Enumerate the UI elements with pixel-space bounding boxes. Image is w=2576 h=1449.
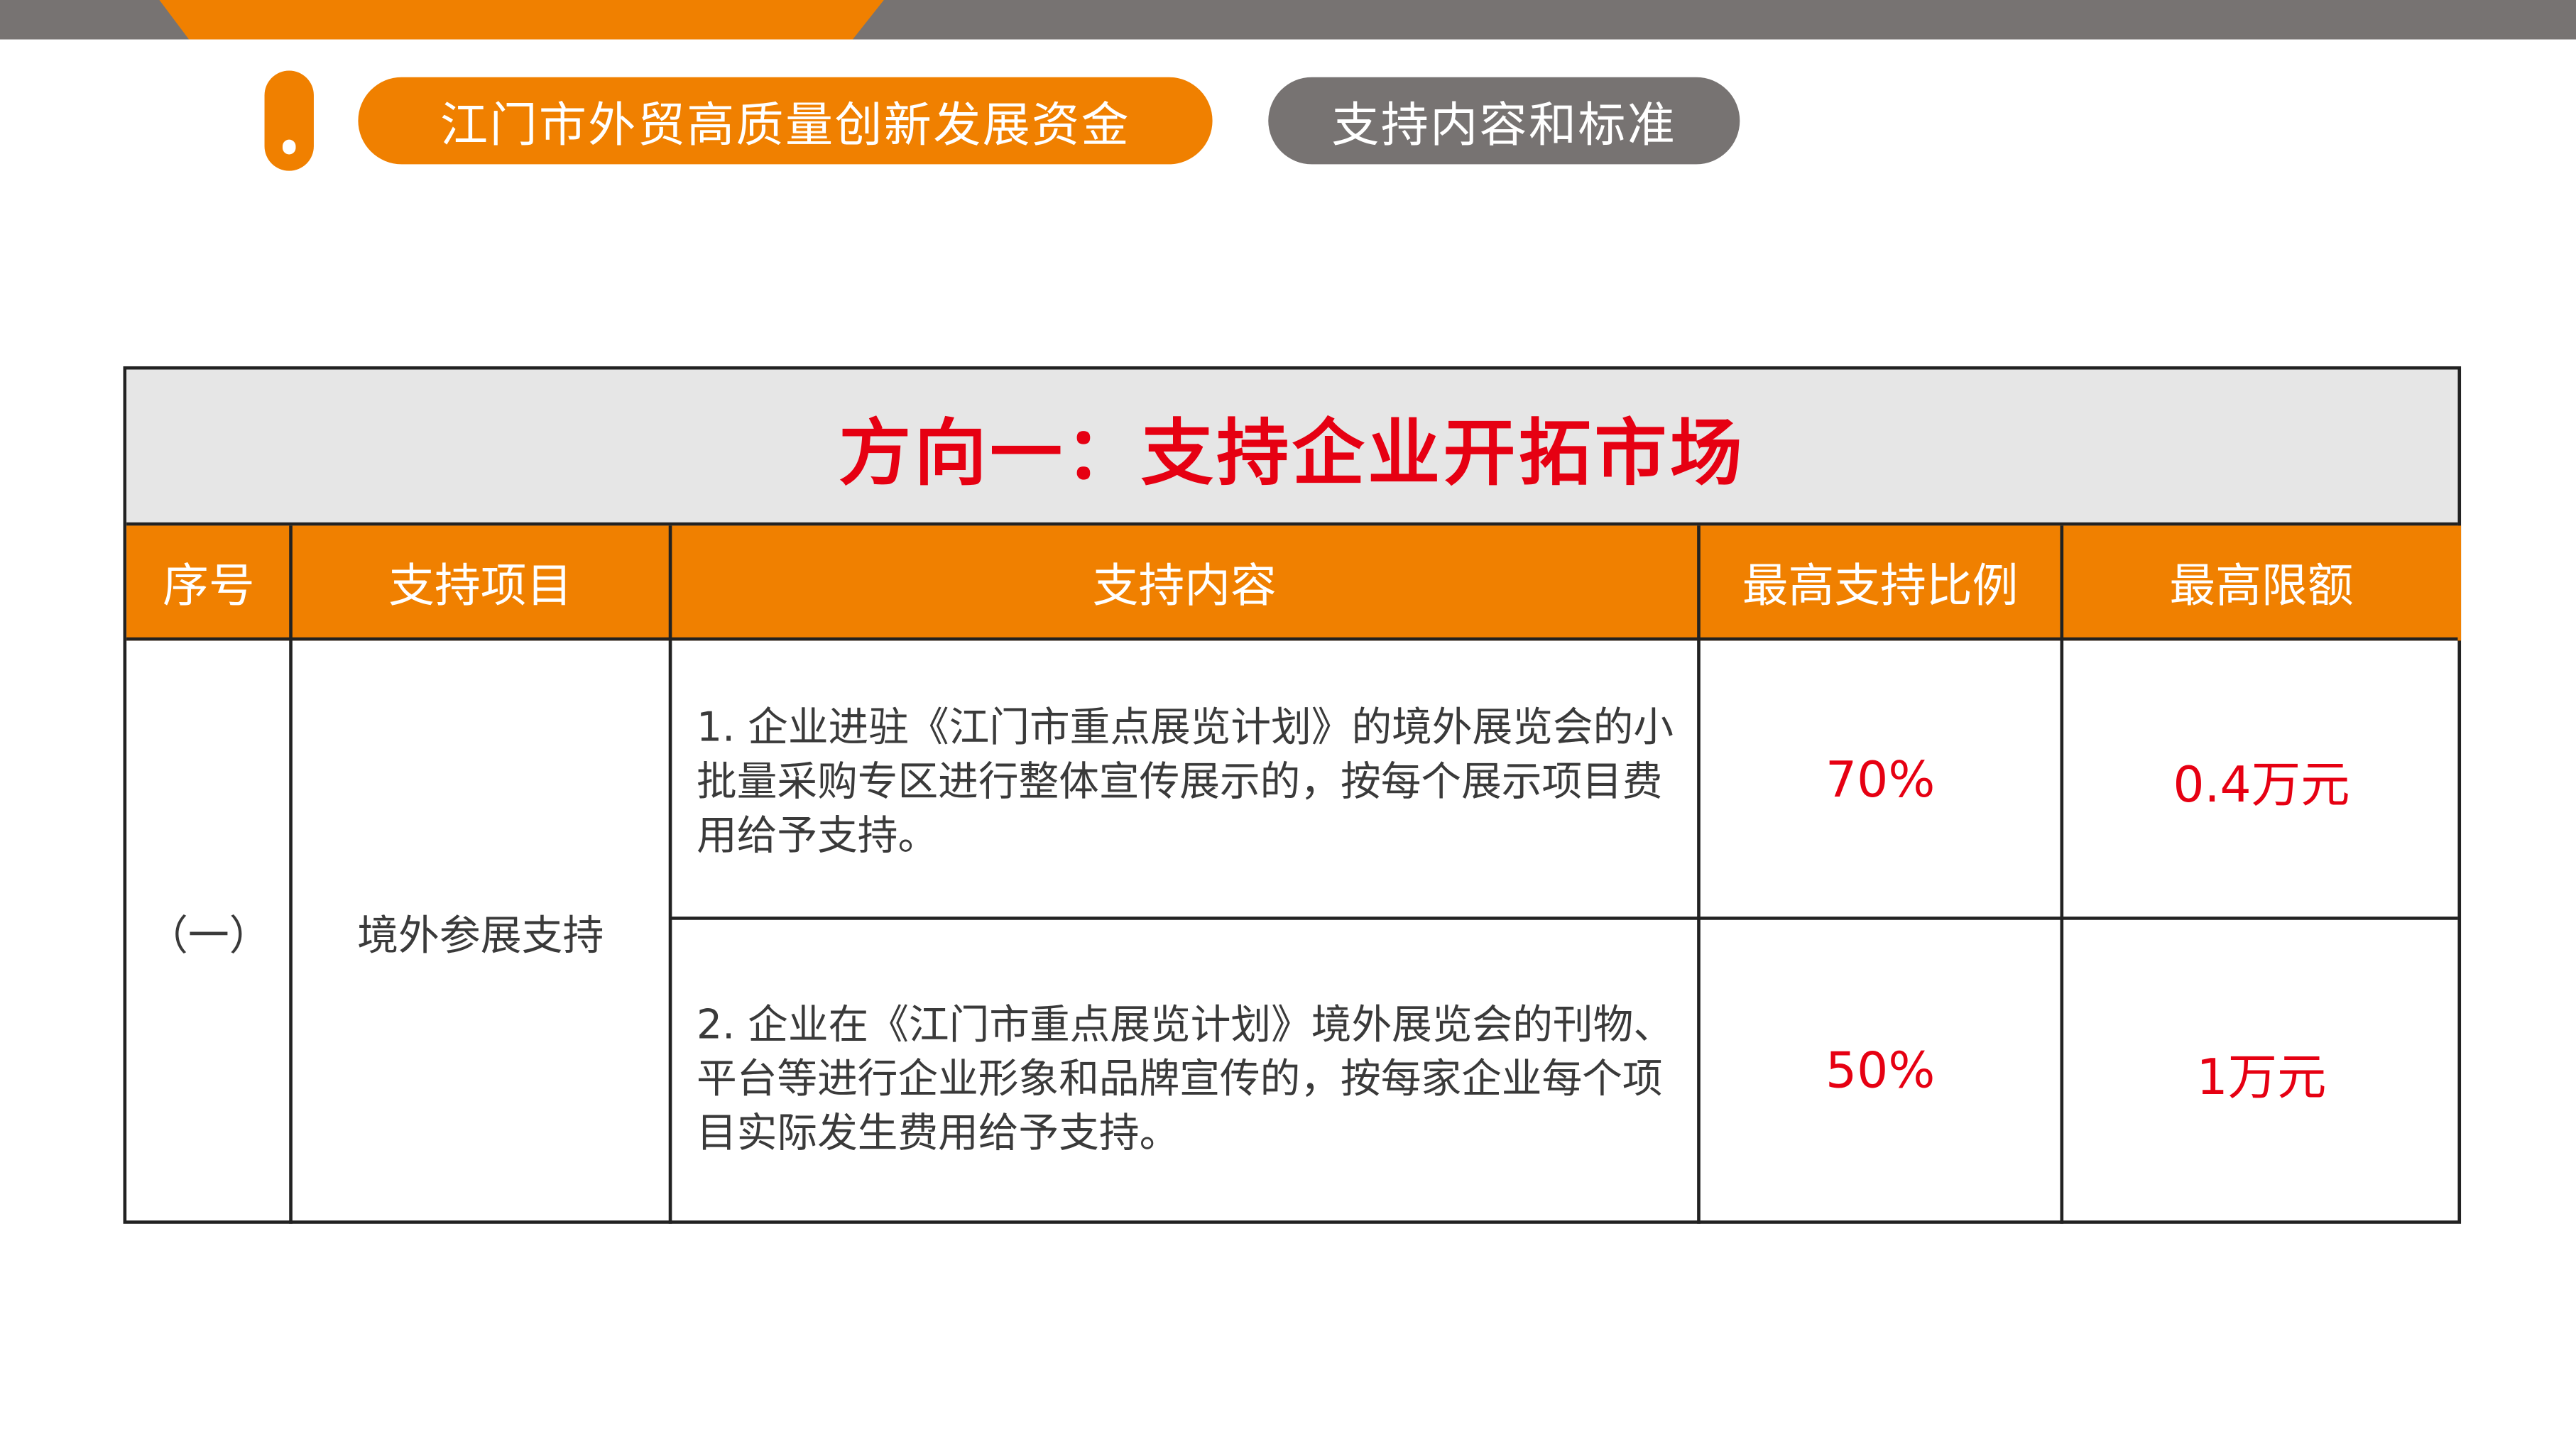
row-2-limit: 1万元 (2196, 1049, 2327, 1107)
top-accent-tab (159, 0, 884, 40)
title-pill: 江门市外贸高质量创新发展资金 (358, 77, 1213, 165)
table-title: 方向一：支持企业开拓市场 (126, 369, 2458, 526)
support-table: 方向一：支持企业开拓市场 序号 支持项目 支持内容 最高支持比例 最高限额 （一… (123, 366, 2462, 1224)
subtitle-pill: 支持内容和标准 (1268, 77, 1740, 165)
row-index: （一） (147, 911, 271, 959)
divider (289, 525, 293, 1224)
divider (1697, 525, 1701, 1224)
column-header-content: 支持内容 (670, 525, 1699, 641)
column-header-ratio: 最高支持比例 (1698, 525, 2062, 641)
marker-dot (282, 139, 296, 155)
row-1-content: 1. 企业进驻《江门市重点展览计划》的境外展览会的小批量采购专区进行整体宣传展示… (697, 702, 1674, 858)
divider (668, 525, 672, 1224)
divider (670, 917, 2458, 920)
column-header-limit: 最高限额 (2061, 525, 2462, 641)
column-header-item: 支持项目 (290, 525, 671, 641)
row-2-ratio: 50% (1825, 1043, 1936, 1101)
column-header-index: 序号 (126, 525, 291, 641)
row-1-ratio: 70% (1825, 751, 1936, 809)
row-2-content: 2. 企业在《江门市重点展览计划》境外展览会的刊物、平台等进行企业形象和品牌宣传… (697, 1000, 1674, 1157)
row-item: 境外参展支持 (357, 911, 604, 959)
divider (126, 637, 2458, 641)
row-1-limit: 0.4万元 (2173, 757, 2350, 815)
divider (2060, 525, 2064, 1224)
accent-marker (264, 70, 314, 171)
